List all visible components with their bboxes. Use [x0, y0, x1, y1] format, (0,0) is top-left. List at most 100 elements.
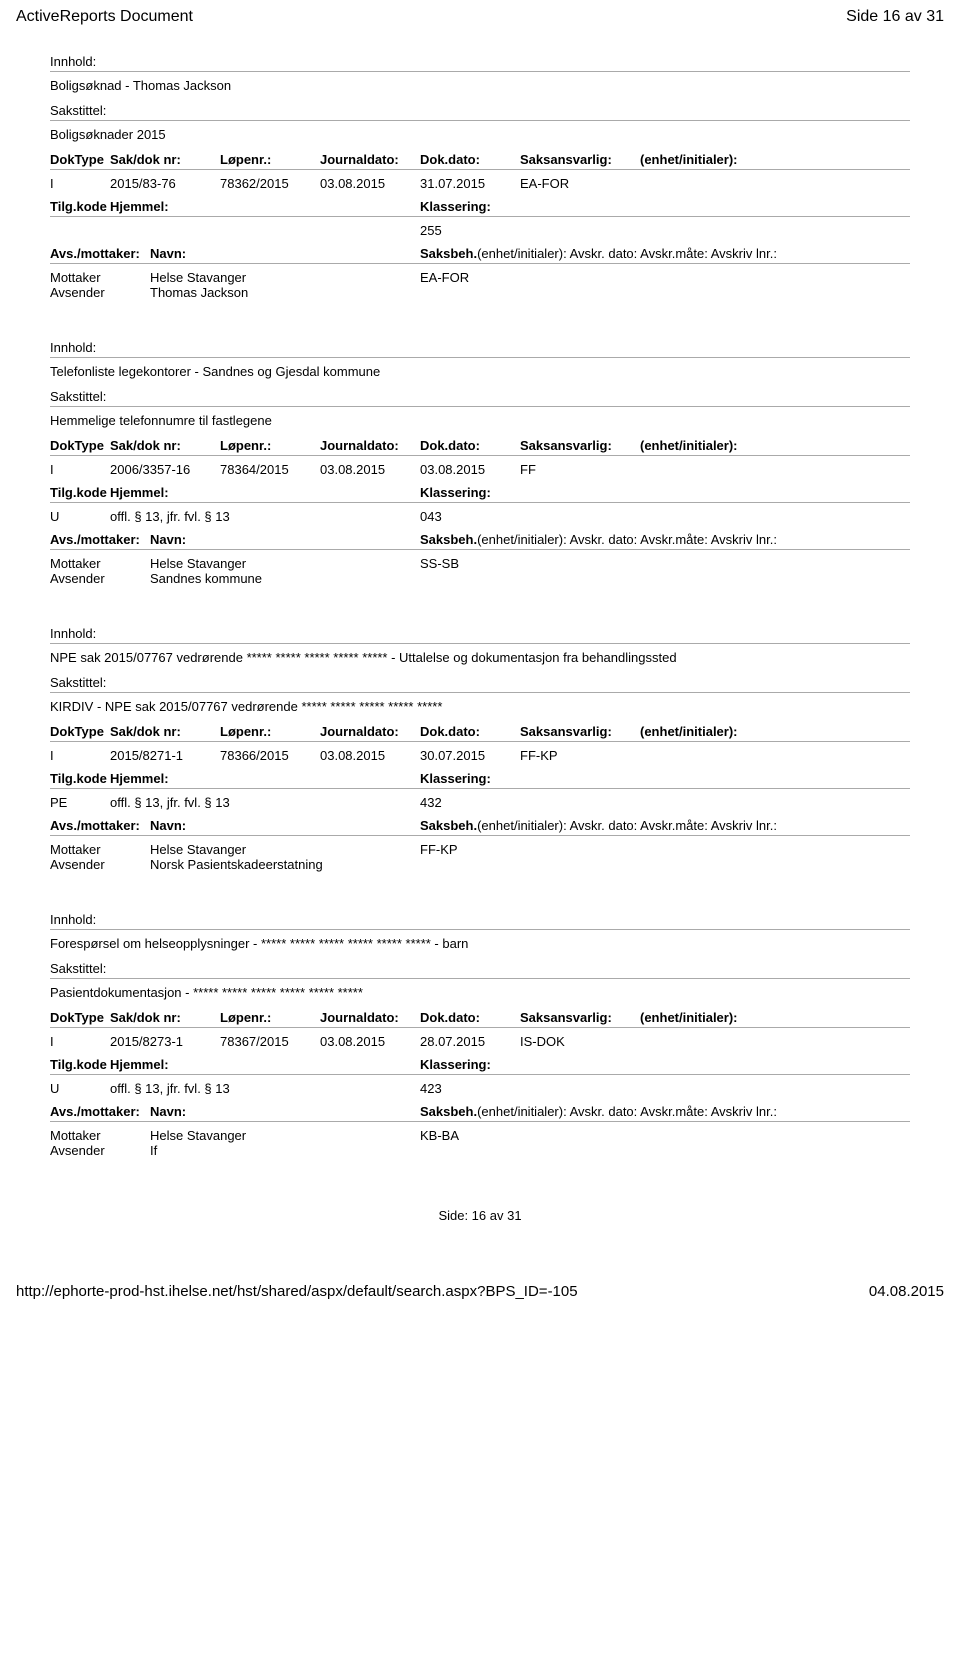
mottaker-saksbeh: EA-FOR: [420, 270, 520, 285]
sakstittel-label: Sakstittel:: [50, 389, 910, 404]
innhold-label: Innhold:: [50, 340, 910, 355]
saksbeh-header: Saksbeh.(enhet/initialer): Avskr. dato: …: [420, 532, 777, 547]
avsender-navn: Sandnes kommune: [150, 571, 420, 586]
avsmottaker-header: Avs./mottaker:: [50, 532, 150, 547]
sakstittel-label: Sakstittel:: [50, 675, 910, 690]
klassering-value: 423: [420, 1081, 442, 1096]
sakdok-header: Sak/dok nr:: [110, 152, 220, 167]
lopenr-header: Løpenr.:: [220, 1010, 320, 1025]
dokdato-value: 31.07.2015: [420, 176, 520, 191]
klassering-header: Klassering:: [420, 199, 491, 214]
dokdato-value: 30.07.2015: [420, 748, 520, 763]
journaldato-value: 03.08.2015: [320, 748, 420, 763]
footer-date: 04.08.2015: [869, 1283, 944, 1300]
sakdok-value: 2015/8271-1: [110, 748, 220, 763]
saksansv-value: IS-DOK: [520, 1034, 640, 1049]
doc-title: ActiveReports Document: [16, 8, 193, 26]
hjemmel-value: offl. § 13, jfr. fvl. § 13: [110, 795, 420, 810]
sakstittel-label: Sakstittel:: [50, 961, 910, 976]
avsender-label: Avsender: [50, 1143, 150, 1158]
saksbeh-header: Saksbeh.(enhet/initialer): Avskr. dato: …: [420, 246, 777, 261]
journaldato-header: Journaldato:: [320, 1010, 420, 1025]
record: Innhold: NPE sak 2015/07767 vedrørende *…: [50, 626, 910, 872]
content-area: Innhold: Boligsøknad - Thomas Jackson Sa…: [0, 34, 960, 1243]
footer-url: http://ephorte-prod-hst.ihelse.net/hst/s…: [16, 1283, 578, 1300]
innhold-label: Innhold:: [50, 54, 910, 69]
page-indicator-top: Side 16 av 31: [846, 8, 944, 26]
lopenr-value: 78364/2015: [220, 462, 320, 477]
hjemmel-header: Hjemmel:: [110, 485, 420, 500]
mottaker-navn: Helse Stavanger: [150, 556, 420, 571]
doktype-value: I: [50, 748, 110, 763]
avsmottaker-header: Avs./mottaker:: [50, 818, 150, 833]
footer: http://ephorte-prod-hst.ihelse.net/hst/s…: [0, 1273, 960, 1310]
avsender-navn: Norsk Pasientskadeerstatning: [150, 857, 420, 872]
innhold-value: NPE sak 2015/07767 vedrørende ***** ****…: [50, 650, 910, 665]
doktype-value: I: [50, 1034, 110, 1049]
klassering-value: 255: [420, 223, 442, 238]
tilgkode-value: [50, 223, 110, 238]
saksbeh-header: Saksbeh.(enhet/initialer): Avskr. dato: …: [420, 1104, 777, 1119]
innhold-label: Innhold:: [50, 912, 910, 927]
tilgkode-header: Tilg.kode: [50, 485, 110, 500]
lopenr-header: Løpenr.:: [220, 438, 320, 453]
tilgkode-header: Tilg.kode: [50, 771, 110, 786]
journaldato-value: 03.08.2015: [320, 1034, 420, 1049]
lopenr-value: 78366/2015: [220, 748, 320, 763]
hjemmel-header: Hjemmel:: [110, 771, 420, 786]
journaldato-header: Journaldato:: [320, 438, 420, 453]
hjemmel-value: offl. § 13, jfr. fvl. § 13: [110, 1081, 420, 1096]
avsender-label: Avsender: [50, 571, 150, 586]
klassering-header: Klassering:: [420, 485, 491, 500]
innhold-value: Boligsøknad - Thomas Jackson: [50, 78, 910, 93]
record: Innhold: Forespørsel om helseopplysninge…: [50, 912, 910, 1158]
klassering-header: Klassering:: [420, 771, 491, 786]
hjemmel-header: Hjemmel:: [110, 199, 420, 214]
saksansv-value: FF-KP: [520, 748, 640, 763]
mottaker-label: Mottaker: [50, 842, 150, 857]
dokdato-header: Dok.dato:: [420, 724, 520, 739]
saksansv-header: Saksansvarlig:: [520, 724, 640, 739]
enhet-header: (enhet/initialer):: [640, 438, 760, 453]
sakstittel-value: KIRDIV - NPE sak 2015/07767 vedrørende *…: [50, 699, 910, 714]
page-number-bottom: Side: 16 av 31: [50, 1208, 910, 1223]
avsender-label: Avsender: [50, 285, 150, 300]
mottaker-label: Mottaker: [50, 556, 150, 571]
doktype-header: DokType: [50, 1010, 110, 1025]
record: Innhold: Boligsøknad - Thomas Jackson Sa…: [50, 54, 910, 300]
enhet-header: (enhet/initialer):: [640, 1010, 760, 1025]
saksbeh-header: Saksbeh.(enhet/initialer): Avskr. dato: …: [420, 818, 777, 833]
sakdok-header: Sak/dok nr:: [110, 724, 220, 739]
lopenr-header: Løpenr.:: [220, 724, 320, 739]
tilgkode-value: PE: [50, 795, 110, 810]
hjemmel-value: [110, 223, 420, 238]
klassering-header: Klassering:: [420, 1057, 491, 1072]
dokdato-header: Dok.dato:: [420, 438, 520, 453]
doktype-value: I: [50, 176, 110, 191]
page-header: ActiveReports Document Side 16 av 31: [0, 0, 960, 34]
mottaker-saksbeh: FF-KP: [420, 842, 520, 857]
saksansv-header: Saksansvarlig:: [520, 152, 640, 167]
dokdato-header: Dok.dato:: [420, 1010, 520, 1025]
mottaker-navn: Helse Stavanger: [150, 842, 420, 857]
sakdok-value: 2015/8273-1: [110, 1034, 220, 1049]
avsmottaker-header: Avs./mottaker:: [50, 1104, 150, 1119]
mottaker-navn: Helse Stavanger: [150, 1128, 420, 1143]
klassering-value: 043: [420, 509, 442, 524]
innhold-value: Telefonliste legekontorer - Sandnes og G…: [50, 364, 910, 379]
lopenr-header: Løpenr.:: [220, 152, 320, 167]
mottaker-saksbeh: KB-BA: [420, 1128, 520, 1143]
navn-header: Navn:: [150, 532, 420, 547]
innhold-label: Innhold:: [50, 626, 910, 641]
doktype-value: I: [50, 462, 110, 477]
sakdok-value: 2015/83-76: [110, 176, 220, 191]
navn-header: Navn:: [150, 246, 420, 261]
sakdok-value: 2006/3357-16: [110, 462, 220, 477]
avsender-label: Avsender: [50, 857, 150, 872]
saksansv-value: EA-FOR: [520, 176, 640, 191]
sakstittel-value: Hemmelige telefonnumre til fastlegene: [50, 413, 910, 428]
innhold-value: Forespørsel om helseopplysninger - *****…: [50, 936, 910, 951]
journaldato-header: Journaldato:: [320, 152, 420, 167]
avsmottaker-header: Avs./mottaker:: [50, 246, 150, 261]
journaldato-header: Journaldato:: [320, 724, 420, 739]
